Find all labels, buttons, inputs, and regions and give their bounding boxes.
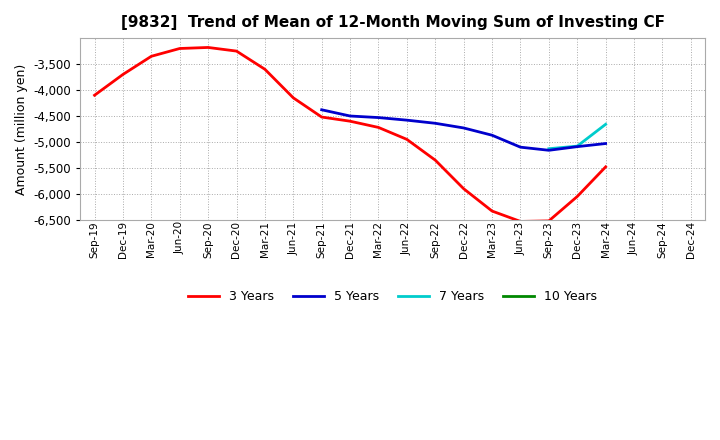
3 Years bbox=[119, 72, 127, 77]
3 Years bbox=[147, 54, 156, 59]
Line: 7 Years: 7 Years bbox=[549, 125, 606, 149]
5 Years bbox=[459, 125, 468, 131]
3 Years bbox=[573, 194, 582, 199]
5 Years bbox=[601, 141, 610, 146]
Line: 5 Years: 5 Years bbox=[322, 110, 606, 150]
3 Years bbox=[318, 114, 326, 120]
3 Years bbox=[487, 209, 496, 214]
3 Years bbox=[289, 95, 297, 100]
Line: 3 Years: 3 Years bbox=[94, 48, 606, 221]
5 Years bbox=[318, 107, 326, 112]
3 Years bbox=[516, 219, 525, 224]
3 Years bbox=[431, 158, 440, 163]
5 Years bbox=[573, 144, 582, 149]
3 Years bbox=[601, 164, 610, 169]
5 Years bbox=[487, 132, 496, 138]
7 Years bbox=[601, 122, 610, 127]
3 Years bbox=[176, 46, 184, 51]
5 Years bbox=[346, 114, 354, 119]
Y-axis label: Amount (million yen): Amount (million yen) bbox=[15, 63, 28, 194]
3 Years bbox=[402, 137, 411, 142]
5 Years bbox=[431, 121, 440, 126]
3 Years bbox=[459, 186, 468, 191]
7 Years bbox=[573, 143, 582, 149]
Legend: 3 Years, 5 Years, 7 Years, 10 Years: 3 Years, 5 Years, 7 Years, 10 Years bbox=[183, 285, 603, 308]
5 Years bbox=[544, 148, 553, 153]
3 Years bbox=[232, 48, 240, 54]
3 Years bbox=[374, 125, 383, 130]
3 Years bbox=[204, 45, 212, 50]
5 Years bbox=[374, 115, 383, 120]
3 Years bbox=[544, 218, 553, 224]
Title: [9832]  Trend of Mean of 12-Month Moving Sum of Investing CF: [9832] Trend of Mean of 12-Month Moving … bbox=[121, 15, 665, 30]
5 Years bbox=[516, 144, 525, 150]
3 Years bbox=[90, 92, 99, 98]
5 Years bbox=[402, 117, 411, 123]
3 Years bbox=[261, 66, 269, 72]
7 Years bbox=[544, 146, 553, 151]
3 Years bbox=[346, 118, 354, 124]
